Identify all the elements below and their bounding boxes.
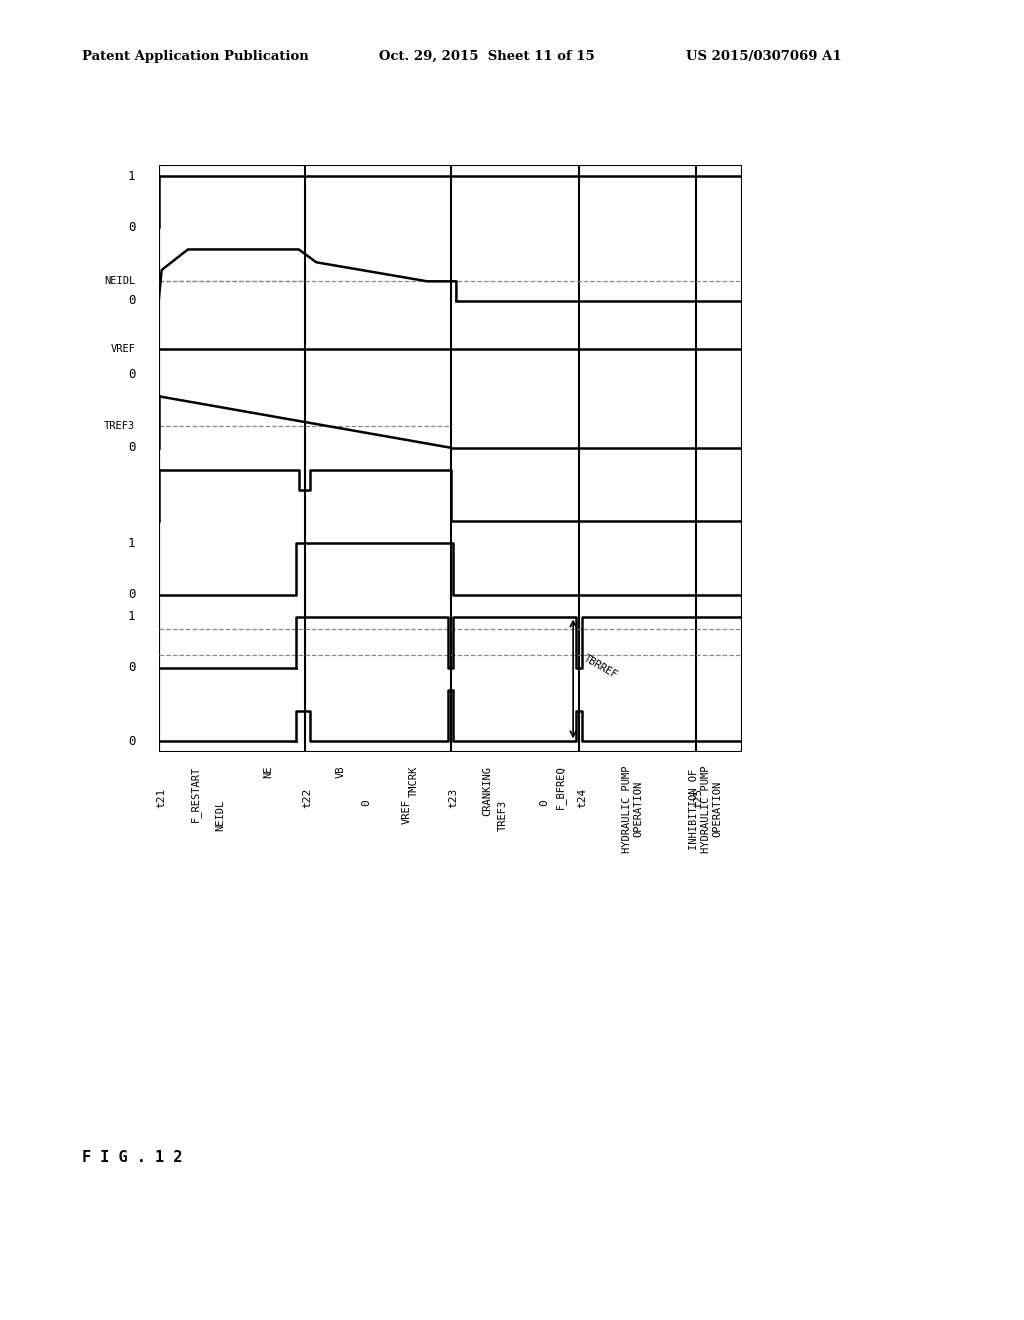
Text: TREF3: TREF3 — [104, 421, 135, 432]
Text: 0: 0 — [539, 800, 549, 807]
Text: 1: 1 — [128, 169, 135, 182]
Text: Oct. 29, 2015  Sheet 11 of 15: Oct. 29, 2015 Sheet 11 of 15 — [379, 50, 595, 63]
Text: CRANKING: CRANKING — [482, 766, 493, 816]
Text: NEIDL: NEIDL — [215, 800, 225, 830]
Text: F_RESTART: F_RESTART — [189, 766, 201, 822]
Text: t21: t21 — [157, 788, 167, 808]
Text: TMCRK: TMCRK — [409, 766, 419, 797]
Text: 0: 0 — [128, 368, 135, 380]
Text: US 2015/0307069 A1: US 2015/0307069 A1 — [686, 50, 842, 63]
Text: 0: 0 — [128, 735, 135, 748]
Text: 0: 0 — [128, 661, 135, 675]
Text: 0: 0 — [128, 441, 135, 454]
Text: 1: 1 — [128, 537, 135, 549]
Text: TREF3: TREF3 — [498, 800, 508, 830]
Text: VREF: VREF — [111, 343, 135, 354]
Text: VB: VB — [336, 766, 346, 777]
Text: t23: t23 — [449, 788, 459, 808]
Text: F_BFREQ: F_BFREQ — [555, 766, 565, 809]
Text: t25: t25 — [693, 788, 703, 808]
Text: Patent Application Publication: Patent Application Publication — [82, 50, 308, 63]
Text: 0: 0 — [128, 220, 135, 234]
Text: t22: t22 — [302, 788, 312, 808]
Text: 1: 1 — [128, 610, 135, 623]
Text: TBRREF: TBRREF — [582, 653, 620, 681]
Text: NE: NE — [263, 766, 273, 777]
Text: 0: 0 — [360, 800, 371, 807]
Text: INHIBITION OF
HYDRAULIC PUMP
OPERATION: INHIBITION OF HYDRAULIC PUMP OPERATION — [689, 766, 723, 853]
Text: 0: 0 — [128, 294, 135, 308]
Text: VREF: VREF — [401, 800, 412, 825]
Text: t24: t24 — [577, 788, 587, 808]
Text: NEIDL: NEIDL — [104, 276, 135, 286]
Text: HYDRAULIC PUMP
OPERATION: HYDRAULIC PUMP OPERATION — [623, 766, 644, 853]
Text: F I G . 1 2: F I G . 1 2 — [82, 1150, 182, 1164]
Text: 0: 0 — [128, 587, 135, 601]
